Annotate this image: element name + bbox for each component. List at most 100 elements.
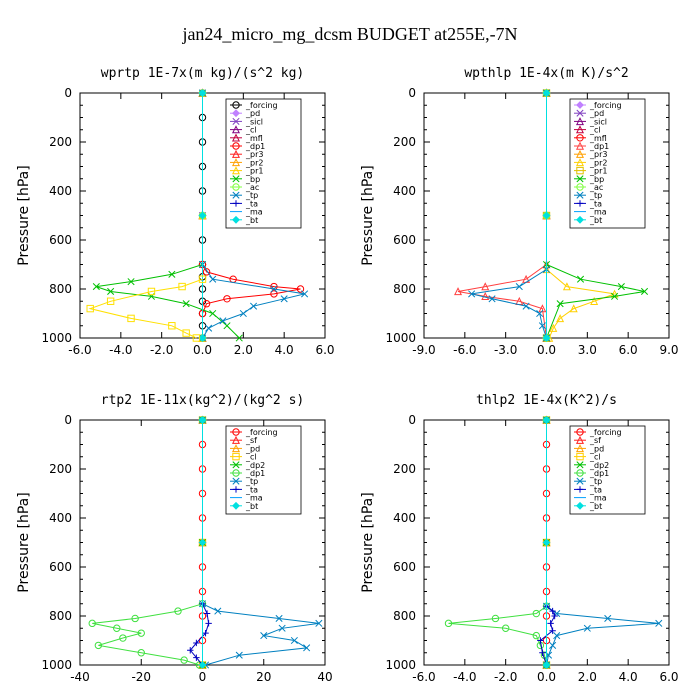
data-point	[549, 323, 558, 332]
series-group	[88, 415, 323, 669]
data-point	[198, 334, 207, 342]
series-line	[88, 278, 203, 339]
legend-entry: _pd	[245, 444, 260, 453]
figure-title: jan24_micro_mg_dcsm BUDGET at255E,-7N	[181, 24, 517, 44]
legend-marker	[576, 428, 584, 436]
legend-marker	[575, 117, 585, 126]
chart-panel-3: rtp2 1E-11x(kg^2)/(kg^2 s) Pressure [hPa]…	[16, 393, 333, 684]
y-tick-label: 1000	[41, 658, 72, 672]
data-point	[131, 614, 139, 623]
y-axis-label: Pressure [hPa]	[16, 492, 32, 592]
legend-marker	[232, 191, 240, 199]
data-point	[235, 651, 243, 659]
data-point	[488, 295, 496, 303]
data-point	[501, 624, 510, 632]
legend-marker	[232, 101, 240, 109]
legend-entry: _forcing	[245, 101, 278, 110]
series-line-bp	[546, 93, 645, 339]
data-point	[547, 620, 554, 627]
legend-entry: _dp1	[589, 142, 609, 151]
legend-entry: _ma	[589, 494, 607, 503]
data-point	[454, 287, 463, 296]
legend-marker	[576, 166, 584, 175]
data-point	[617, 282, 625, 291]
y-tick-label: 400	[49, 184, 72, 198]
legend-entry: _bt	[245, 502, 258, 511]
data-point	[542, 538, 551, 547]
data-point	[219, 317, 227, 325]
legend-marker	[575, 141, 585, 150]
legend-entry: _bp	[589, 175, 604, 184]
data-point	[182, 329, 190, 337]
legend-entry: _pr2	[589, 158, 607, 167]
data-point	[640, 287, 649, 296]
series-group	[444, 415, 663, 669]
legend-marker	[575, 444, 585, 453]
legend-entry: _pd	[589, 444, 604, 453]
data-point	[532, 609, 540, 618]
x-tick-label: 0	[199, 670, 207, 684]
data-point	[137, 629, 145, 637]
y-tick-label: 600	[49, 560, 72, 574]
legend-marker	[232, 469, 240, 477]
data-point	[539, 649, 546, 656]
legend-marker	[576, 134, 584, 142]
legend-entry: _tp	[589, 477, 602, 486]
legend-entry: _bt	[589, 216, 602, 225]
data-point	[270, 285, 278, 293]
legend-entry: _dp1	[245, 469, 265, 478]
data-point	[532, 631, 540, 640]
legend-entry: _pr1	[245, 167, 263, 176]
legend-entry: _ta	[589, 199, 602, 208]
legend-box	[225, 425, 302, 515]
legend-marker	[576, 461, 584, 469]
panel-title: wpthlp 1E-4x(m K)/s^2	[464, 66, 628, 81]
legend-entry: _dp1	[245, 142, 265, 151]
legend-marker	[575, 435, 585, 444]
data-point	[280, 295, 288, 303]
data-point	[270, 290, 278, 298]
data-point	[468, 290, 476, 298]
legend-marker	[232, 142, 240, 150]
legend-entry: _ta	[589, 485, 602, 494]
legend-entry: _tp	[245, 477, 258, 486]
y-tick-label: 1000	[385, 658, 416, 672]
legend-marker	[576, 200, 584, 207]
data-point	[202, 268, 211, 276]
legend-marker	[575, 158, 585, 167]
legend-entry: _ma	[245, 208, 263, 217]
x-tick-label: 3.0	[578, 343, 597, 357]
x-tick-label: 4.0	[619, 670, 638, 684]
data-point	[583, 624, 591, 632]
data-point	[198, 416, 207, 424]
data-point	[198, 538, 207, 547]
legend-entry: _ma	[589, 208, 607, 217]
legend-entry: _bp	[245, 175, 260, 184]
legend-entry: _dp2	[245, 461, 265, 470]
legend-marker	[231, 125, 241, 134]
data-point	[260, 632, 268, 640]
data-point	[192, 334, 201, 342]
legend-marker	[232, 175, 240, 183]
data-point	[223, 322, 231, 330]
x-tick-label: -6.0	[68, 343, 91, 357]
legend-marker	[232, 183, 240, 191]
data-point	[182, 300, 190, 308]
series-line-dp1	[92, 420, 203, 666]
data-point	[491, 614, 500, 623]
y-tick-label: 0	[64, 86, 72, 100]
data-point	[549, 607, 556, 615]
data-point	[86, 304, 94, 313]
data-point	[481, 282, 490, 291]
legend-marker	[576, 452, 584, 461]
data-point	[551, 612, 558, 620]
x-tick-label: -2.0	[150, 343, 173, 357]
y-tick-label: 400	[49, 511, 72, 525]
data-point	[187, 647, 194, 654]
legend-entry: _tp	[589, 191, 602, 200]
y-axis-label: Pressure [hPa]	[16, 165, 32, 265]
y-tick-label: 400	[393, 184, 416, 198]
data-point	[576, 275, 585, 283]
legend-marker	[575, 149, 585, 158]
